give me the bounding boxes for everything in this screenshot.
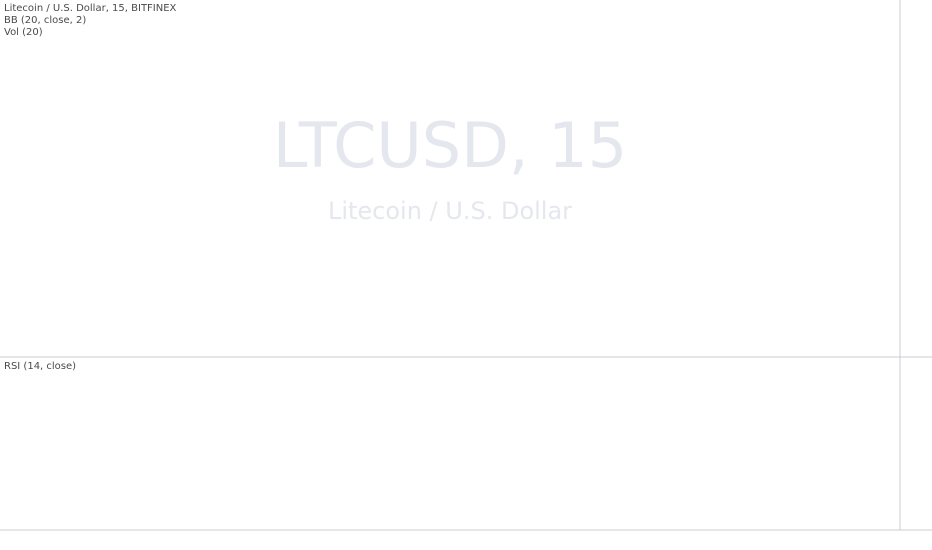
watermark: LTCUSD, 15	[273, 109, 627, 182]
chart-title: Litecoin / U.S. Dollar, 15, BITFINEX	[4, 3, 177, 14]
watermark-subtitle: Litecoin / U.S. Dollar	[328, 197, 572, 225]
indicator-label: Vol (20)	[4, 27, 43, 38]
rsi-title: RSI (14, close)	[4, 361, 76, 372]
indicator-label: BB (20, close, 2)	[4, 15, 86, 26]
